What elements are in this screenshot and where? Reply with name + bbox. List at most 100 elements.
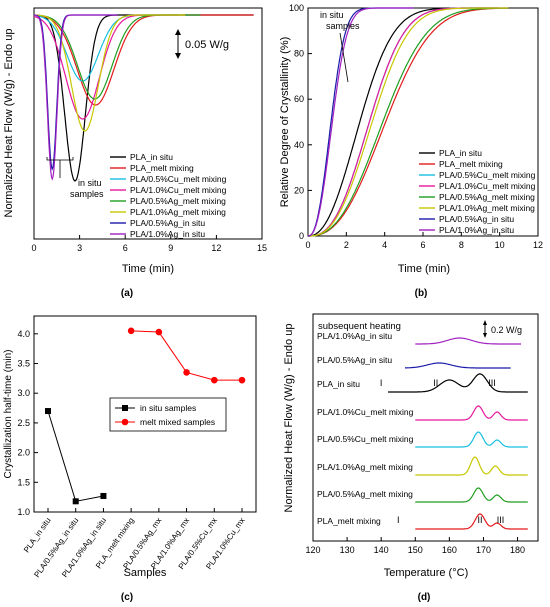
curve-pla-1-0-ag-melt-mixing bbox=[308, 7, 509, 237]
x-ticks: 0 3 6 9 12 15 bbox=[31, 235, 267, 253]
legend-label-melt-mixed: melt mixed samples bbox=[140, 417, 215, 427]
y-axis-label: Normalized Heat Flow (W/g) - Endo up bbox=[283, 324, 295, 513]
curve-label-pla-0-5-ag-in-situ: PLA/0.5%Ag_in situ bbox=[317, 355, 392, 365]
x-tick-label: 130 bbox=[340, 545, 355, 555]
legend-label-pla-0-5-ag-in-situ: PLA/0.5%Ag_in situ bbox=[130, 218, 205, 228]
x-tick-label: 140 bbox=[374, 545, 389, 555]
y-tick-label: 1.5 bbox=[17, 477, 30, 487]
legend-label-pla-melt-mixing: PLA_melt mixing bbox=[130, 163, 194, 173]
curve-label-pla-1-0-ag-in-situ: PLA/1.0%Ag_in situ bbox=[317, 331, 392, 341]
y-tick-label: 100 bbox=[289, 3, 304, 13]
x-tick-label: 4 bbox=[382, 240, 387, 250]
curve-label-pla-0-5-cu-melt-mixing: PLA/0.5%Cu_melt mixing bbox=[317, 434, 414, 444]
peak-label: II bbox=[433, 378, 438, 388]
curve-pla-0-5-ag-melt-mixing bbox=[415, 487, 528, 503]
x-axis-label: Time (min) bbox=[122, 263, 174, 275]
x-tick-label: PLA_in situ bbox=[22, 516, 53, 554]
x-tick-label: 9 bbox=[168, 243, 173, 253]
data-point bbox=[210, 376, 218, 384]
y-axis-label: Relative Degree of Crystallinity (%) bbox=[279, 37, 291, 208]
y-tick-label: 1.0 bbox=[17, 507, 30, 517]
plot-frame bbox=[312, 313, 539, 542]
peak-label: I bbox=[380, 378, 383, 388]
scale-bar-label: 0.2 W/g bbox=[491, 325, 522, 335]
annotation-line-1: in situ bbox=[78, 178, 102, 188]
data-point bbox=[238, 376, 246, 384]
x-tick-label: 12 bbox=[211, 243, 221, 253]
legend-label-pla-0-5-cu-melt-mixing: PLA/0.5%Cu_melt mixing bbox=[130, 174, 227, 184]
x-tick-label: 10 bbox=[495, 240, 505, 250]
x-axis-label: Time (min) bbox=[398, 263, 450, 275]
legend: in situ samples melt mixed samples bbox=[109, 397, 227, 432]
y-tick-label: 40 bbox=[294, 140, 304, 150]
y-axis-label: Crystallization half-time (min) bbox=[3, 350, 14, 479]
legend-label-pla-1-0-ag-melt-mixing: PLA/1.0%Ag_melt mixing bbox=[439, 203, 535, 213]
plot-frame bbox=[33, 7, 263, 240]
x-tick-label: 120 bbox=[305, 545, 320, 555]
data-point bbox=[100, 492, 107, 499]
data-point bbox=[72, 498, 79, 505]
peak-label: I bbox=[397, 515, 400, 525]
scale-bar-label: 0.05 W/g bbox=[185, 39, 229, 51]
curve-label-pla-1-0-ag-melt-mixing: PLA/1.0%Ag_melt mixing bbox=[317, 462, 413, 472]
data-point bbox=[45, 408, 51, 415]
y-axis-label: Normalized Heat Flow (W/g) - Endo up bbox=[3, 29, 15, 218]
y-tick-label: 3.5 bbox=[17, 359, 30, 369]
x-ticks: 120 130 140 150 160 170 180 bbox=[305, 537, 525, 555]
panel-label: (b) bbox=[415, 288, 428, 299]
data-point bbox=[183, 369, 190, 376]
curve-pla-melt-mixing bbox=[415, 513, 528, 530]
line-in-situ-samples bbox=[47, 410, 104, 502]
panel-label: (d) bbox=[418, 592, 431, 603]
x-tick-label: 160 bbox=[442, 545, 457, 555]
legend-marker-melt-mixed bbox=[121, 418, 129, 426]
plot-frame bbox=[33, 315, 257, 513]
y-tick-label: 60 bbox=[294, 94, 304, 104]
y-tick-label: 80 bbox=[294, 49, 304, 59]
curve-pla-1-0-ag-melt-mixing bbox=[415, 456, 528, 476]
panel-label: (c) bbox=[121, 592, 133, 603]
y-tick-label: 3.0 bbox=[17, 388, 30, 398]
curve-pla-melt-mixing bbox=[308, 7, 509, 237]
curve-pla-0-5-ag-melt-mixing bbox=[308, 7, 509, 237]
scale-bar: 0.2 W/g bbox=[483, 320, 522, 338]
curve-pla-melt-mixing bbox=[33, 14, 254, 106]
x-tick-label: 12 bbox=[533, 240, 543, 250]
curves bbox=[307, 7, 509, 237]
curve-pla-1-0-ag-melt-mixing bbox=[34, 14, 186, 132]
curve-pla-1-0-cu-melt-mixing bbox=[415, 405, 528, 421]
peak-label: III bbox=[488, 378, 496, 388]
legend-label-pla-0-5-ag-in-situ: PLA/0.5%Ag_in situ bbox=[439, 214, 514, 224]
legend-label-in-situ: in situ samples bbox=[140, 403, 196, 413]
panel-b: 0 2 4 6 8 10 12 0 20 40 60 80 100 PLA_in situPLA_mel… bbox=[279, 3, 543, 299]
annotation-line-1: in situ bbox=[320, 10, 344, 20]
peak-label: II bbox=[478, 515, 483, 525]
y-tick-label: 4.0 bbox=[17, 329, 30, 339]
annotation-line-2: samples bbox=[70, 189, 104, 199]
annotation-line-2: samples bbox=[326, 21, 360, 31]
x-axis-label: Samples bbox=[124, 567, 167, 579]
x-tick-label: 180 bbox=[510, 545, 525, 555]
x-tick-label: 2 bbox=[344, 240, 349, 250]
data-point bbox=[155, 328, 163, 336]
curve-label-pla-1-0-cu-melt-mixing: PLA/1.0%Cu_melt mixing bbox=[317, 407, 414, 417]
legend-label-pla-1-0-cu-melt-mixing: PLA/1.0%Cu_melt mixing bbox=[130, 185, 227, 195]
curve-label-pla-0-5-ag-melt-mixing: PLA/0.5%Ag_melt mixing bbox=[317, 489, 413, 499]
curve-pla-in-situ bbox=[388, 373, 528, 393]
x-tick-label: 150 bbox=[408, 545, 423, 555]
y-tick-label: 2.0 bbox=[17, 448, 30, 458]
panel-label: (a) bbox=[121, 288, 133, 299]
curve-label-pla-in-situ: PLA_in situ bbox=[317, 379, 360, 389]
curve-pla-1-0-ag-in-situ bbox=[33, 14, 118, 181]
curves: PLA/1.0%Ag_in situ PLA/0.5%Ag_in situ PLA_… bbox=[317, 331, 528, 530]
curve-pla-1-0-ag-in-situ bbox=[415, 337, 521, 345]
x-tick-label: 0 bbox=[305, 240, 310, 250]
panel-d: 120 130 140 150 160 170 180 PLA/1.0%Ag_in situ… bbox=[283, 313, 539, 603]
y-tick-label: 2.5 bbox=[17, 418, 30, 428]
x-axis-label: Temperature (°C) bbox=[384, 567, 468, 579]
curve-pla-0-5-ag-in-situ bbox=[307, 7, 414, 237]
curve-pla-0-5-ag-in-situ bbox=[405, 362, 511, 369]
